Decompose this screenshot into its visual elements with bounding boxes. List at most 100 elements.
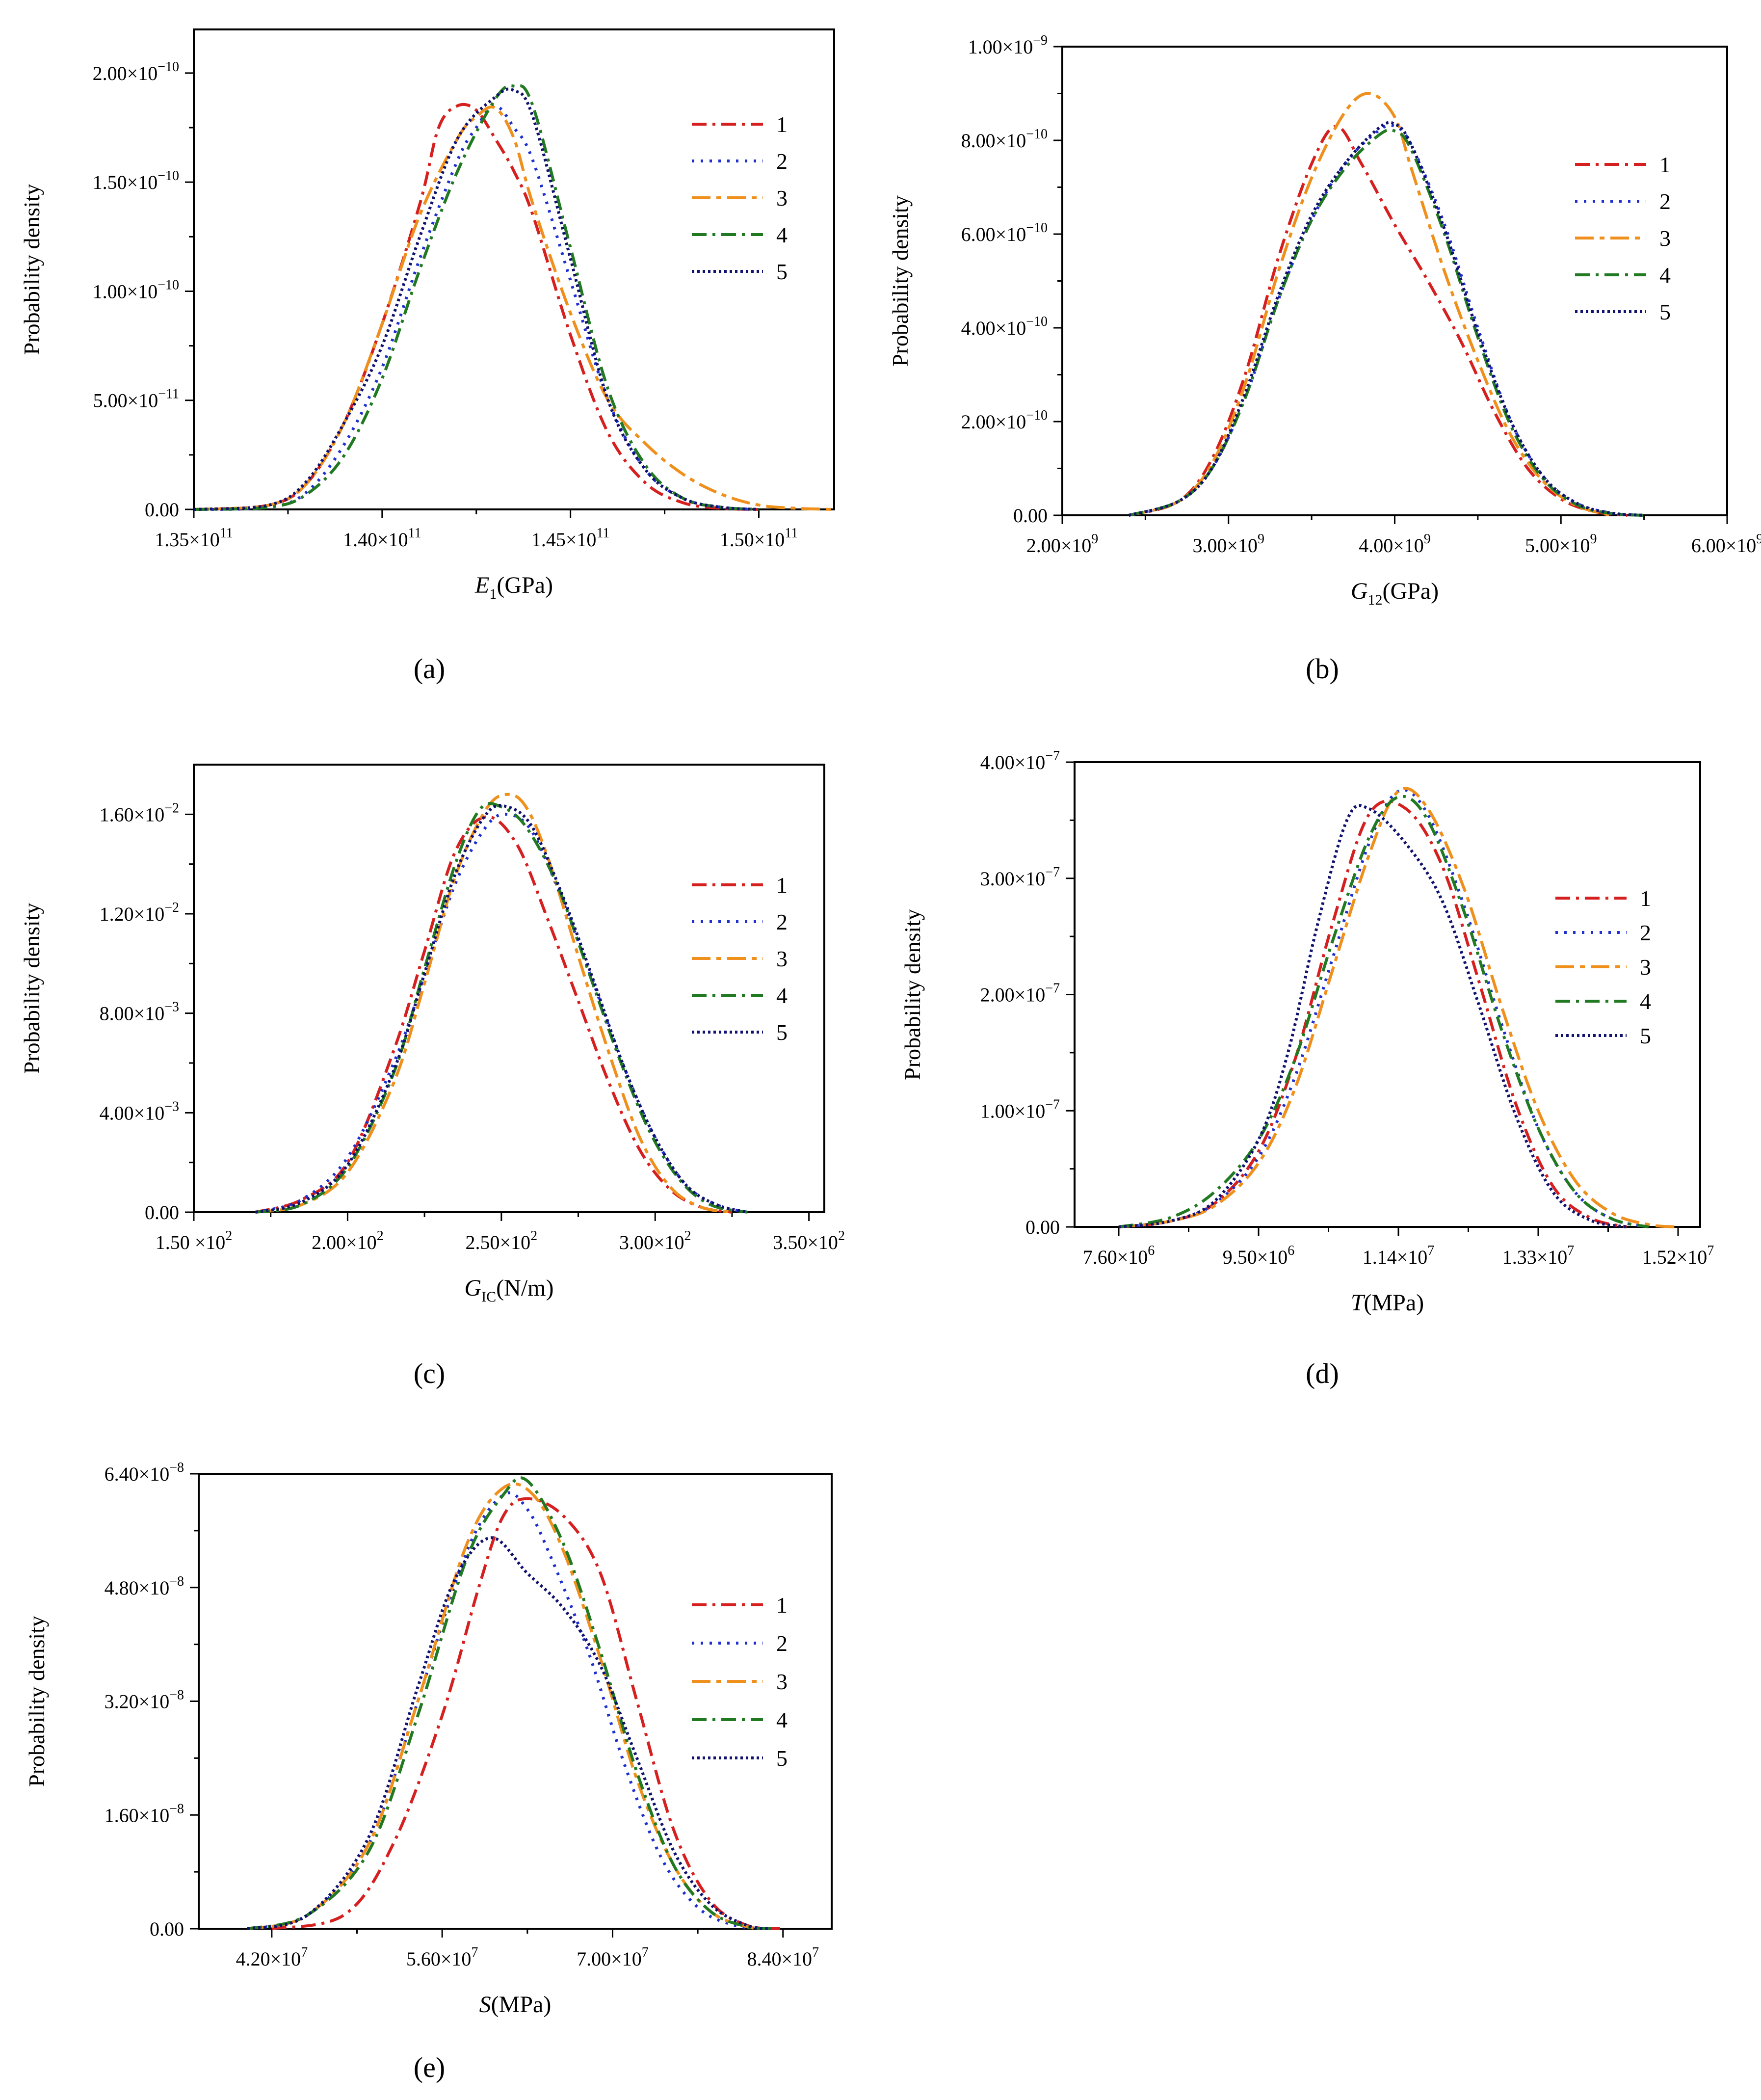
y-axis-label: Probability density [19, 184, 44, 355]
y-tick-label: 1.00×10−7 [980, 1097, 1060, 1122]
x-tick-label: 3.00×109 [1192, 532, 1264, 557]
series-2-line [193, 104, 759, 511]
legend-label-4: 4 [776, 983, 788, 1008]
y-tick-label: 3.00×10−7 [980, 865, 1060, 890]
legend-label-4: 4 [1659, 263, 1671, 288]
y-tick-label: 4.00×10−7 [980, 748, 1060, 773]
y-axis-label: Probability density [19, 903, 44, 1074]
plot-frame [193, 764, 825, 1213]
chart-panel-d: 7.60×106 9.50×106 1.14×107 1.33×107 1.52×107… [900, 748, 1714, 1316]
legend-label-2: 2 [776, 1631, 788, 1656]
x-tick-label: 2.00×109 [1026, 532, 1099, 557]
x-axis-label: G12(GPa) [1351, 578, 1439, 608]
x-tick-label: 4.00×109 [1359, 532, 1431, 557]
y-tick-label: 1.60×10−2 [100, 800, 179, 825]
plot-frame [1074, 761, 1701, 1228]
legend-label-3: 3 [1659, 226, 1671, 251]
y-axis-label: Probability density [900, 909, 925, 1080]
legend-label-3: 3 [776, 186, 788, 211]
x-tick-label: 3.50×102 [773, 1228, 845, 1253]
series-2-line [1118, 788, 1649, 1228]
legend-label-4: 4 [776, 1707, 788, 1732]
x-tick-label: 2.00×102 [312, 1228, 384, 1253]
y-tick-label: 1.00×10−10 [93, 277, 179, 302]
y-tick-label: 6.00×10−10 [961, 220, 1048, 245]
x-tick-label: 7.60×106 [1083, 1243, 1155, 1268]
series-3-line [193, 106, 835, 511]
y-tick-label: 0.00 [1013, 505, 1048, 527]
legend-label-5: 5 [776, 1746, 788, 1771]
legend-label-3: 3 [776, 1669, 788, 1694]
legend-label-1: 1 [1659, 152, 1671, 177]
caption-b: (b) [1306, 653, 1339, 685]
x-tick-label: 1.14×107 [1363, 1243, 1435, 1268]
legend-label-3: 3 [776, 946, 788, 971]
legend-label-1: 1 [1640, 886, 1651, 911]
x-tick-label: 5.00×109 [1525, 532, 1597, 557]
series-3-line [247, 1482, 771, 1930]
chart-panel-a: 1.35×1011 1.40×1011 1.45×1011 1.50×1011 0.00… [19, 28, 835, 602]
plot-frame [198, 1473, 833, 1930]
series-4-line [1118, 795, 1649, 1228]
x-axis-label: E1(GPa) [474, 572, 553, 602]
y-axis-label: Probability density [888, 195, 913, 367]
y-tick-label: 1.20×10−2 [100, 900, 179, 925]
legend-label-1: 1 [776, 1593, 788, 1618]
series-4-line [255, 802, 748, 1214]
y-tick-label: 0.00 [145, 499, 179, 521]
y-tick-label: 6.40×10−8 [105, 1460, 184, 1485]
x-tick-label: 9.50×106 [1223, 1243, 1295, 1268]
series-3-line [255, 793, 733, 1214]
x-tick-label: 4.20×107 [236, 1945, 308, 1970]
series-5-line [1118, 804, 1627, 1228]
x-tick-label: 1.40×1011 [343, 526, 421, 551]
y-tick-label: 5.00×10−11 [93, 387, 179, 412]
caption-e: (e) [414, 2051, 445, 2083]
series-5-line [255, 804, 748, 1214]
series-4-line [1128, 128, 1644, 517]
y-tick-label: 2.00×10−7 [980, 981, 1060, 1006]
x-axis-label: GIC(N/m) [465, 1275, 554, 1305]
y-tick-label: 0.00 [1025, 1216, 1060, 1238]
legend-label-2: 2 [776, 149, 788, 174]
series-2-line [1128, 123, 1644, 517]
x-axis-label: S(MPa) [479, 1992, 552, 2018]
x-tick-label: 1.35×1011 [155, 526, 233, 551]
x-tick-label: 5.60×107 [406, 1945, 478, 1970]
series-4-line [247, 1476, 771, 1930]
legend-label-1: 1 [776, 112, 788, 137]
series-5-line [1128, 121, 1644, 517]
legend-label-1: 1 [776, 873, 788, 898]
x-tick-label: 8.40×107 [747, 1945, 819, 1970]
y-tick-label: 3.20×10−8 [105, 1688, 184, 1713]
x-tick-label: 1.45×1011 [531, 526, 610, 551]
series-1-line [255, 815, 733, 1214]
chart-panel-b: 2.00×109 3.00×109 4.00×109 5.00×109 6.00×109… [888, 33, 1761, 608]
legend-label-5: 5 [1659, 299, 1671, 324]
legend-label-5: 5 [776, 1020, 788, 1045]
series-2-line [247, 1491, 771, 1930]
series-4-line [193, 84, 759, 511]
legend-label-5: 5 [1640, 1023, 1651, 1048]
series-3-line [1118, 787, 1679, 1228]
legend-label-4: 4 [776, 222, 788, 247]
series-2-line [255, 812, 748, 1214]
y-tick-label: 1.50×10−10 [93, 168, 179, 193]
y-tick-label: 8.00×10−10 [961, 127, 1048, 152]
series-1-line [271, 1497, 784, 1930]
caption-a: (a) [414, 653, 445, 685]
caption-d: (d) [1306, 1357, 1339, 1389]
series-1-line [193, 103, 759, 511]
x-tick-label: 3.00×102 [619, 1228, 691, 1253]
legend-label-2: 2 [776, 909, 788, 934]
legend-label-4: 4 [1640, 989, 1651, 1014]
y-tick-label: 2.00×10−10 [93, 59, 179, 84]
legend-label-2: 2 [1640, 920, 1651, 945]
y-tick-label: 2.00×10−10 [961, 408, 1048, 433]
y-tick-label: 0.00 [145, 1201, 179, 1223]
x-tick-label: 7.00×107 [577, 1945, 649, 1970]
y-tick-label: 8.00×10−3 [100, 1000, 179, 1025]
y-tick-label: 1.60×10−8 [105, 1801, 184, 1826]
legend-label-3: 3 [1640, 955, 1651, 980]
